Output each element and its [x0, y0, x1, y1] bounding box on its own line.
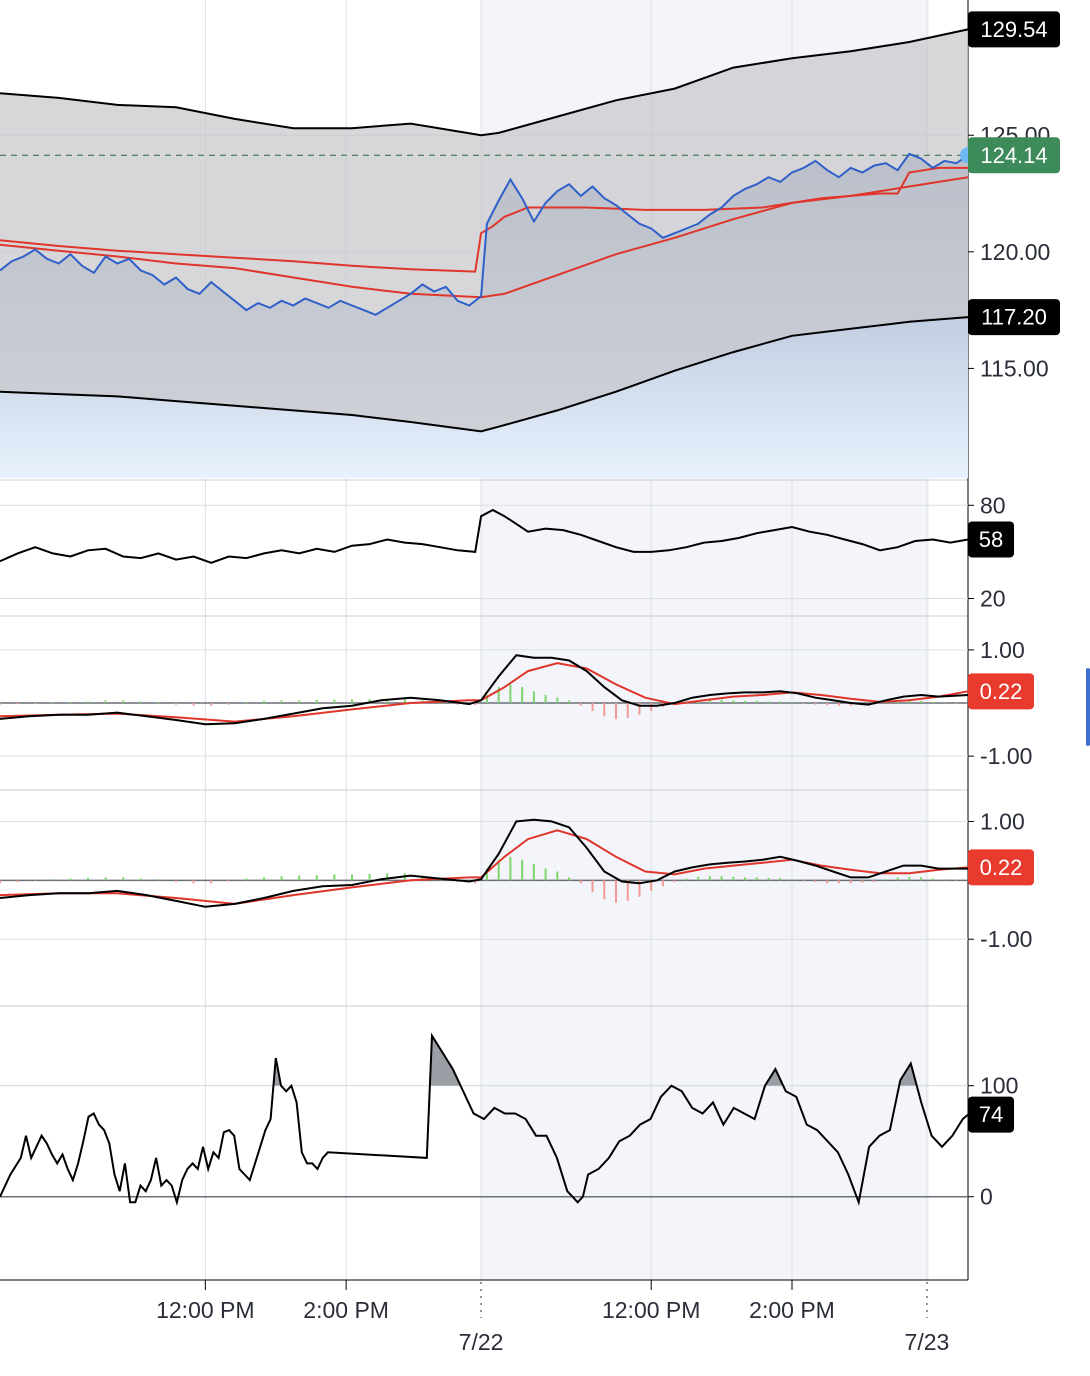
macd-badge: 0.22	[968, 849, 1034, 886]
price-badge-text: 124.14	[980, 143, 1047, 168]
x-tick-label: 12:00 PM	[156, 1297, 254, 1323]
y-tick-label: 120.00	[980, 239, 1050, 265]
price-badge-bg	[968, 11, 1060, 48]
oscillator-line	[0, 508, 969, 564]
macd-badge: 0.22	[968, 673, 1034, 710]
macd-line	[0, 818, 968, 908]
cci-badge: 74	[968, 1096, 1014, 1133]
x-tick-label: 2:00 PM	[303, 1297, 389, 1323]
plot-layer	[0, 28, 976, 1207]
cci-badge-text: 74	[979, 1102, 1003, 1127]
right-edge-scroll-handle[interactable]	[1086, 668, 1090, 746]
macd-badge-bg	[968, 673, 1034, 710]
y-tick-label: -1.00	[980, 926, 1032, 952]
y-tick-label: 1.00	[980, 808, 1025, 834]
y-tick-label: 80	[980, 492, 1006, 518]
x-tick-label: 12:00 PM	[602, 1297, 700, 1323]
price-badge: 117.20	[968, 299, 1060, 336]
y-tick-label: 100	[980, 1073, 1018, 1099]
x-tick-label: 2:00 PM	[749, 1297, 835, 1323]
y-tick-label: 0	[980, 1184, 993, 1210]
price-badge-bg	[968, 299, 1060, 336]
cci-line	[0, 1032, 969, 1207]
price-badge-text: 129.54	[980, 17, 1047, 42]
x-tick-label: 7/23	[905, 1329, 950, 1355]
price-badge-text: 117.20	[981, 305, 1047, 330]
moving-average-fast	[0, 166, 968, 273]
price-badge: 129.54	[968, 11, 1060, 48]
oscillator-badge-bg	[968, 521, 1014, 558]
macd-badge-bg	[968, 849, 1034, 886]
macd-badge-text: 0.22	[980, 855, 1023, 880]
oscillator-badge: 58	[968, 521, 1014, 558]
oscillator-badge-text: 58	[979, 527, 1003, 552]
upper-band-line	[0, 28, 969, 137]
y-tick-label: 115.00	[980, 355, 1049, 381]
x-tick-label: 7/22	[459, 1329, 504, 1355]
macd-badge-text: 0.22	[980, 679, 1023, 704]
price-badge-bg	[968, 137, 1060, 174]
price-badge: 124.14	[968, 137, 1060, 174]
axis-layer: 125.00120.00115.0080201.00-1.001.00-1.00…	[156, 122, 1050, 1355]
y-tick-label: -1.00	[980, 743, 1032, 769]
price-badges: 129.54 124.14 117.20 58 0.22 0.22 74	[968, 11, 1060, 1133]
y-tick-label: 1.00	[980, 637, 1025, 663]
y-tick-label: 20	[980, 585, 1006, 611]
price-line	[0, 152, 969, 316]
macd-line	[0, 654, 969, 726]
moving-average-slow	[0, 176, 969, 299]
lower-band-line	[0, 316, 969, 433]
cci-badge-bg	[968, 1096, 1014, 1133]
